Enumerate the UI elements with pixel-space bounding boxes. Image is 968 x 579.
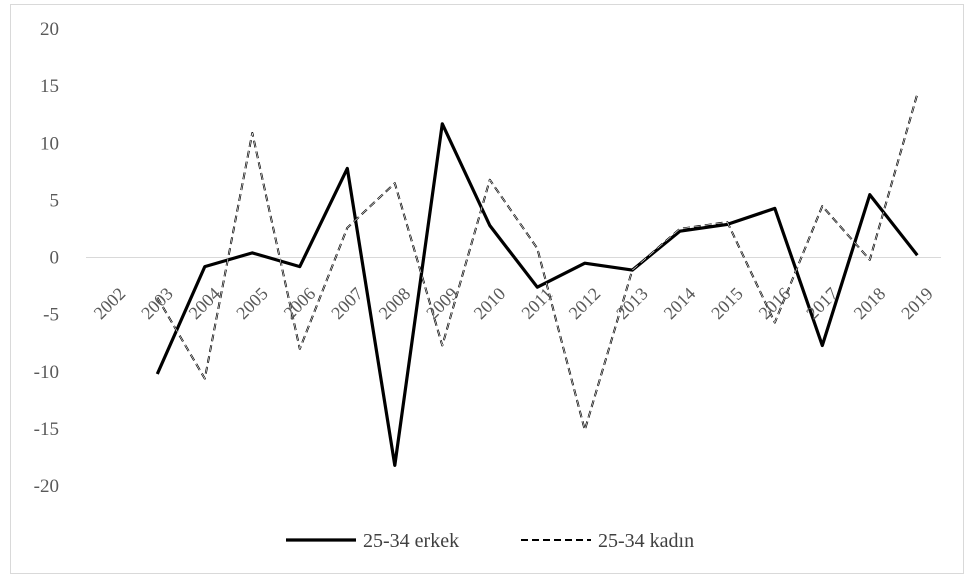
x-tick-label: 2007 (327, 283, 367, 323)
chart-frame: 20 15 10 5 0 -5 -10 -15 -20 2002 2003 2004 2005 2006… (10, 4, 964, 574)
series-layer (155, 93, 919, 467)
x-tick-label: 2010 (470, 283, 510, 323)
y-tick-label: 0 (50, 248, 60, 269)
x-tick-label: 2005 (232, 283, 272, 323)
x-tick-label: 2014 (660, 283, 700, 323)
x-tick-label: 2019 (897, 283, 937, 323)
legend: 25-34 erkek 25-34 kadın (286, 530, 694, 552)
y-tick-label: -15 (34, 419, 59, 440)
y-tick-label: 5 (50, 190, 60, 211)
x-tick-label: 2012 (565, 283, 605, 323)
y-tick-label: 15 (40, 76, 59, 97)
x-tick-label: 2009 (422, 283, 462, 323)
y-axis-ticks: 20 15 10 5 0 -5 -10 -15 -20 (34, 19, 59, 497)
x-tick-label: 2008 (375, 283, 415, 323)
y-tick-label: 20 (40, 19, 59, 40)
x-tick-label: 2015 (707, 283, 747, 323)
x-tick-label: 2017 (802, 283, 842, 323)
x-tick-label: 2002 (90, 283, 130, 323)
legend-label-2: 25-34 kadın (598, 530, 694, 552)
x-tick-label: 2011 (517, 284, 556, 323)
y-tick-label: -10 (34, 362, 59, 383)
y-tick-label: -20 (34, 476, 59, 497)
x-tick-label: 2004 (185, 283, 225, 323)
series-line-2-core (157, 94, 918, 432)
x-tick-label: 2003 (137, 283, 177, 323)
y-tick-label: -5 (43, 305, 59, 326)
legend-label-1: 25-34 erkek (363, 530, 459, 552)
y-tick-label: 10 (40, 133, 59, 154)
series-line-1 (155, 122, 919, 467)
x-tick-label: 2018 (850, 283, 890, 323)
x-tick-label: 2006 (280, 283, 320, 323)
series-line-2 (156, 93, 919, 431)
